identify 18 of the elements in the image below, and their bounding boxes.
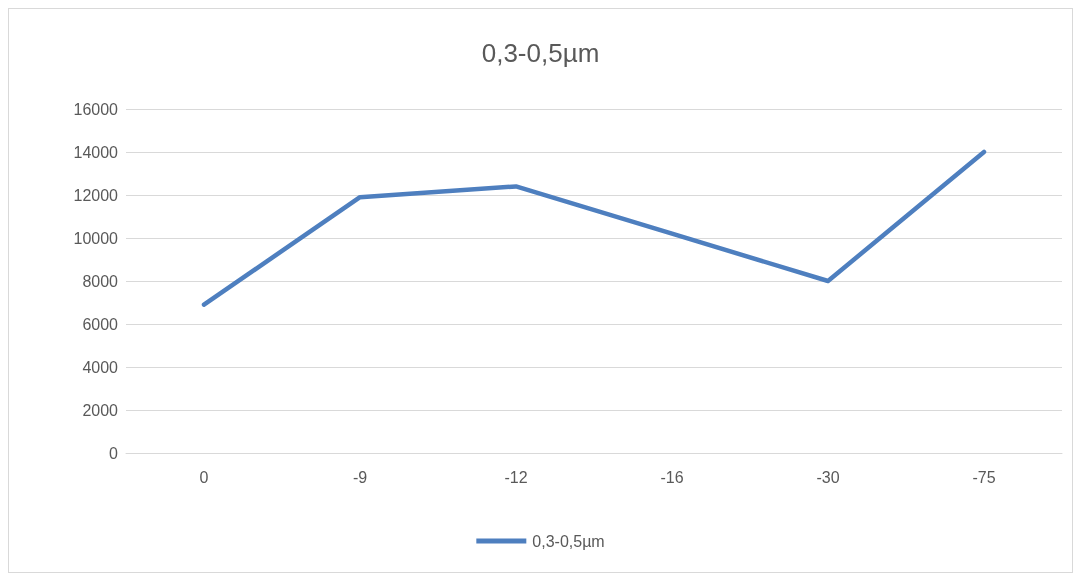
y-tick-label: 12000 xyxy=(73,186,119,204)
x-tick-label: -75 xyxy=(972,468,996,486)
legend-label: 0,3-0,5µm xyxy=(532,532,605,550)
x-tick-label: -12 xyxy=(504,468,528,486)
y-tick-label: 6000 xyxy=(82,315,119,333)
line-series xyxy=(201,149,987,307)
y-tick-label: 0 xyxy=(109,444,119,462)
y-tick-label: 14000 xyxy=(73,143,119,161)
y-tick-label: 16000 xyxy=(73,100,119,118)
y-tick-label: 8000 xyxy=(82,272,119,290)
y-tick-label: 4000 xyxy=(82,358,119,376)
y-tick-label: 2000 xyxy=(82,401,119,419)
y-tick-label: 10000 xyxy=(73,229,119,247)
chart-title: 0,3-0,5µm xyxy=(481,38,600,68)
x-tick-label: -16 xyxy=(660,468,684,486)
x-tick-label: -9 xyxy=(352,468,368,486)
x-tick-label: 0 xyxy=(199,468,209,486)
x-tick-label: -30 xyxy=(816,468,840,486)
